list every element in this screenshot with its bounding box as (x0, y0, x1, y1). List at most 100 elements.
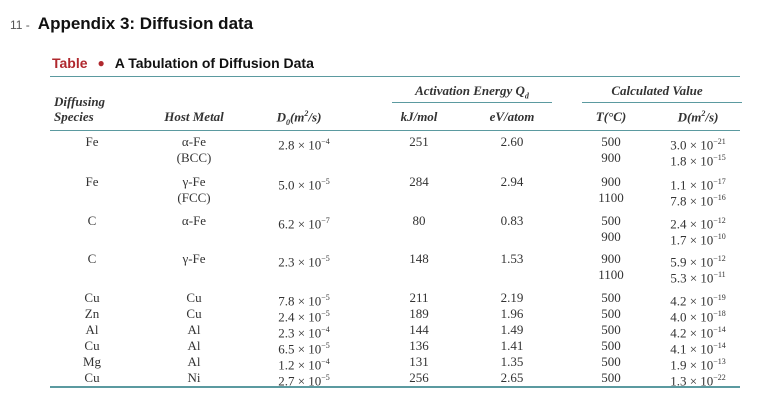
cell-temp: 1100 (598, 189, 624, 205)
cell-ev: 0.83 (500, 213, 524, 228)
cell-host: (FCC) (177, 189, 211, 205)
cell-host: α-Fe (181, 213, 207, 228)
section-number: 11 - (10, 18, 30, 32)
header-d: D(m2/s) (677, 109, 719, 125)
cell-ev: 2.60 (500, 134, 524, 149)
cell-host: γ-Fe (182, 251, 206, 266)
cell-kj: 80 (412, 213, 426, 228)
cell-ev: 1.53 (500, 251, 524, 266)
cell-species: Cu (84, 370, 100, 385)
header-calculated: Calculated Value (611, 83, 703, 98)
table-panel: Table ● A Tabulation of Diffusion Data D… (42, 45, 748, 400)
cell-host: Cu (186, 306, 202, 321)
cell-host: Al (187, 338, 201, 353)
header-ev: eV/atom (489, 109, 535, 124)
activation-subrule (392, 102, 552, 103)
cell-d: 1.1 × 10−17 (670, 177, 726, 193)
cell-temp: 1100 (598, 266, 624, 282)
cell-kj: 256 (409, 370, 429, 385)
cell-kj: 251 (409, 134, 429, 149)
cell-d0: 2.3 × 10−5 (278, 254, 330, 270)
table-title: A Tabulation of Diffusion Data (114, 55, 314, 71)
cell-species: C (87, 251, 97, 266)
cell-species: Zn (84, 306, 100, 321)
table-label: Table (52, 55, 88, 71)
cell-kj: 284 (409, 174, 429, 189)
cell-species: Cu (84, 338, 100, 353)
cell-ev: 2.19 (500, 290, 524, 305)
section-title: Appendix 3: Diffusion data (37, 14, 254, 33)
bullet-icon: ● (97, 56, 105, 70)
cell-host: Ni (187, 370, 201, 385)
cell-species: Cu (84, 290, 100, 305)
cell-d0: 6.2 × 10−7 (278, 216, 330, 232)
cell-temp: 900 (601, 149, 621, 165)
cell-kj: 148 (409, 251, 429, 266)
cell-temp: 500 (601, 290, 621, 305)
cell-species: Al (85, 322, 99, 337)
cell-temp: 500 (601, 134, 621, 149)
cell-host: γ-Fe (182, 174, 206, 189)
header-rule (50, 130, 740, 131)
cell-temp: 900 (601, 174, 621, 189)
cell-ev: 1.35 (500, 354, 524, 369)
cell-d0: 7.8 × 10−5 (278, 293, 330, 309)
cell-d: 4.2 × 10−19 (670, 293, 726, 309)
cell-kj: 211 (409, 290, 429, 305)
cell-d0: 2.3 × 10−4 (278, 325, 330, 341)
cell-ev: 1.49 (500, 322, 524, 337)
cell-d: 4.2 × 10−14 (670, 325, 726, 341)
cell-temp: 500 (601, 213, 621, 228)
cell-d: 7.8 × 10−16 (670, 192, 726, 208)
cell-temp: 500 (601, 370, 621, 385)
header-host: Host Metal (164, 109, 224, 124)
cell-d: 5.9 × 10−12 (670, 254, 726, 270)
cell-ev: 1.96 (500, 306, 524, 321)
cell-d: 1.3 × 10−22 (670, 373, 726, 389)
cell-d0: 6.5 × 10−5 (278, 341, 330, 357)
cell-species: C (87, 213, 97, 228)
header-species-2: Species (54, 109, 94, 124)
cell-temp: 500 (601, 338, 621, 353)
cell-host: Al (187, 322, 201, 337)
cell-species: Fe (85, 174, 99, 189)
cell-temp: 900 (601, 251, 621, 266)
cell-kj: 136 (409, 338, 429, 353)
header-d0: D0(m2/s) (276, 109, 322, 127)
cell-d: 4.1 × 10−14 (670, 341, 726, 357)
header-temp: T(°C) (595, 109, 627, 124)
cell-d: 2.4 × 10−12 (670, 216, 726, 232)
cell-ev: 2.65 (500, 370, 524, 385)
cell-temp: 500 (601, 322, 621, 337)
calculated-subrule (582, 102, 742, 103)
cell-host: Cu (186, 290, 202, 305)
cell-d0: 2.7 × 10−5 (278, 373, 330, 389)
cell-d0: 2.8 × 10−4 (278, 137, 330, 153)
cell-d0: 5.0 × 10−5 (278, 177, 330, 193)
cell-ev: 2.94 (500, 174, 524, 189)
cell-d0: 1.2 × 10−4 (278, 357, 330, 373)
cell-host: Al (187, 354, 201, 369)
table-caption: Table ● A Tabulation of Diffusion Data (52, 55, 314, 71)
cell-host: (BCC) (176, 149, 212, 165)
header-activation: Activation Energy Qd (415, 83, 529, 101)
cell-d: 3.0 × 10−21 (670, 137, 726, 153)
bottom-rule (50, 386, 740, 388)
cell-d: 4.0 × 10−18 (670, 309, 726, 325)
cell-d0: 2.4 × 10−5 (278, 309, 330, 325)
cell-temp: 500 (601, 306, 621, 321)
cell-temp: 500 (601, 354, 621, 369)
section-heading: 11 - Appendix 3: Diffusion data (10, 14, 253, 34)
cell-kj: 131 (409, 354, 429, 369)
cell-temp: 900 (601, 228, 621, 244)
header-kj: kJ/mol (400, 109, 438, 124)
header-species-1: Diffusing (54, 94, 106, 109)
cell-d: 5.3 × 10−11 (670, 269, 726, 285)
cell-d: 1.7 × 10−10 (670, 231, 726, 247)
top-rule (50, 76, 740, 77)
cell-ev: 1.41 (500, 338, 524, 353)
cell-d: 1.8 × 10−15 (670, 152, 726, 168)
cell-kj: 189 (409, 306, 429, 321)
cell-d: 1.9 × 10−13 (670, 357, 726, 373)
cell-species: Fe (85, 134, 99, 149)
